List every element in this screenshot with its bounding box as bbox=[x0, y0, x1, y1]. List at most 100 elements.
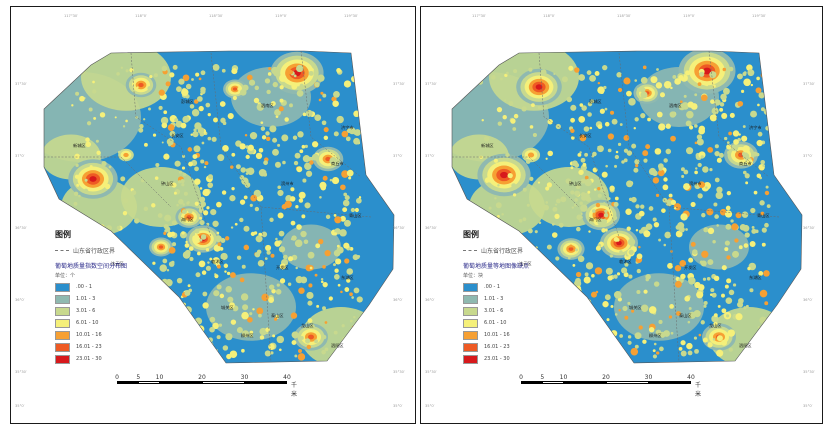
density-cluster bbox=[131, 190, 137, 196]
density-cluster bbox=[207, 136, 212, 141]
density-cluster bbox=[334, 268, 339, 273]
place-label: 青山区 bbox=[757, 212, 770, 219]
density-cluster bbox=[297, 131, 304, 138]
density-cluster bbox=[205, 265, 212, 271]
place-label: 柳州区 bbox=[649, 332, 662, 339]
density-cluster bbox=[239, 175, 245, 180]
density-cluster bbox=[638, 245, 641, 249]
density-cluster bbox=[648, 206, 654, 211]
place-label: 东湖区 bbox=[749, 274, 762, 281]
density-cluster bbox=[481, 119, 484, 122]
density-cluster bbox=[697, 162, 702, 168]
density-cluster bbox=[198, 77, 202, 81]
density-cluster bbox=[602, 64, 608, 71]
hotspot bbox=[232, 87, 238, 91]
district-boundary bbox=[452, 156, 580, 208]
density-cluster bbox=[182, 154, 186, 158]
density-cluster bbox=[621, 160, 625, 164]
density-cluster bbox=[343, 242, 350, 249]
density-cluster bbox=[737, 301, 744, 308]
density-cluster bbox=[250, 194, 258, 202]
density-cluster bbox=[617, 87, 623, 93]
legend-swatch bbox=[463, 330, 478, 340]
legend-item: 10.01 - 16 bbox=[55, 330, 127, 340]
density-cluster bbox=[290, 237, 294, 241]
density-cluster bbox=[758, 92, 765, 99]
legend-subtitle: 葡萄地质量指数空间分布图 bbox=[55, 263, 128, 270]
density-cluster bbox=[709, 71, 717, 79]
density-cluster bbox=[194, 178, 201, 185]
density-cluster bbox=[604, 209, 608, 214]
density-cluster bbox=[566, 286, 573, 293]
density-cluster bbox=[192, 154, 198, 159]
density-cluster bbox=[587, 112, 592, 117]
density-cluster bbox=[261, 231, 268, 238]
density-cluster bbox=[202, 291, 208, 297]
density-cluster bbox=[116, 225, 121, 230]
hotspot bbox=[527, 152, 535, 158]
density-cluster bbox=[584, 175, 589, 180]
density-cluster bbox=[202, 188, 210, 197]
place-label: 新城区 bbox=[73, 142, 86, 149]
district-boundary bbox=[708, 51, 770, 178]
density-cluster bbox=[735, 313, 743, 321]
density-zone bbox=[81, 51, 171, 111]
district-boundary bbox=[44, 156, 172, 208]
density-cluster bbox=[318, 238, 324, 245]
legend-boundary-label: 山东省行政区界 bbox=[73, 248, 116, 255]
legend-swatch bbox=[463, 354, 478, 364]
density-cluster bbox=[222, 121, 227, 126]
density-cluster bbox=[74, 174, 80, 179]
density-zone bbox=[689, 224, 749, 270]
density-cluster bbox=[500, 77, 503, 81]
density-cluster bbox=[144, 142, 148, 147]
density-cluster bbox=[190, 133, 193, 136]
density-cluster bbox=[583, 126, 590, 132]
density-cluster bbox=[718, 152, 724, 158]
density-cluster bbox=[203, 165, 207, 169]
density-cluster bbox=[244, 134, 248, 137]
density-cluster bbox=[726, 278, 732, 284]
hotspot bbox=[598, 212, 604, 218]
density-cluster bbox=[555, 203, 558, 206]
density-cluster bbox=[307, 318, 313, 324]
density-cluster bbox=[275, 288, 282, 295]
density-cluster bbox=[273, 69, 281, 77]
density-cluster bbox=[155, 162, 160, 168]
density-cluster bbox=[570, 353, 578, 361]
density-cluster bbox=[320, 91, 324, 95]
density-cluster bbox=[252, 308, 255, 311]
density-cluster bbox=[543, 204, 550, 211]
density-cluster bbox=[642, 65, 647, 70]
density-cluster bbox=[108, 165, 112, 169]
density-cluster bbox=[654, 148, 662, 155]
legend-item: 23.01 - 30 bbox=[463, 354, 529, 364]
density-cluster bbox=[658, 123, 666, 131]
density-cluster bbox=[176, 191, 180, 194]
density-cluster bbox=[688, 125, 694, 130]
density-cluster bbox=[683, 183, 690, 191]
density-cluster bbox=[584, 272, 589, 277]
density-cluster bbox=[765, 185, 769, 189]
density-cluster bbox=[195, 272, 201, 278]
density-cluster bbox=[601, 171, 608, 178]
density-cluster bbox=[638, 325, 643, 330]
density-cluster bbox=[165, 226, 171, 232]
density-cluster bbox=[135, 218, 139, 222]
density-cluster bbox=[168, 143, 171, 147]
density-cluster bbox=[321, 334, 327, 340]
density-cluster bbox=[513, 113, 519, 119]
density-cluster bbox=[352, 254, 359, 261]
density-cluster bbox=[136, 86, 139, 89]
density-cluster bbox=[340, 290, 343, 294]
density-cluster bbox=[619, 250, 623, 254]
density-cluster bbox=[229, 302, 235, 308]
density-cluster bbox=[177, 321, 185, 329]
density-cluster bbox=[698, 127, 706, 135]
legend-swatch bbox=[463, 294, 478, 304]
density-cluster bbox=[125, 69, 129, 73]
density-cluster bbox=[623, 77, 631, 85]
density-cluster bbox=[200, 159, 205, 164]
density-cluster bbox=[749, 288, 754, 293]
density-cluster bbox=[714, 214, 719, 219]
